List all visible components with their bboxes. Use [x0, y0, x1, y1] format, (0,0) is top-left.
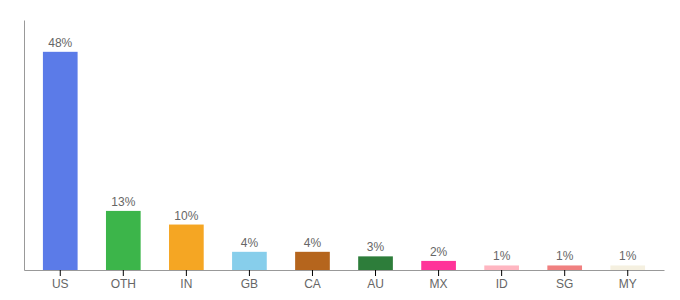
data-label: 48% — [48, 36, 72, 50]
x-tick-mark — [438, 270, 439, 276]
x-tick: GB — [241, 270, 258, 291]
x-tick-label: ID — [496, 277, 508, 291]
x-tick-mark — [375, 270, 376, 276]
x-tick-mark — [312, 270, 313, 276]
x-tick-label: IN — [180, 277, 192, 291]
x-tick-mark — [564, 270, 565, 276]
bar — [232, 252, 267, 270]
data-label: 2% — [430, 245, 448, 259]
bar — [484, 265, 519, 270]
data-label: 1% — [493, 249, 511, 263]
x-tick-label: GB — [241, 277, 258, 291]
x-tick-mark — [501, 270, 502, 276]
x-axis-line — [25, 270, 665, 271]
x-tick-mark — [60, 270, 61, 276]
x-tick-mark — [627, 270, 628, 276]
data-label: 1% — [619, 249, 637, 263]
plot: US OTH IN GB CA AU MX ID SG MY 48% 13% 10% 4% 4% 3% 2% 1%… — [25, 21, 665, 291]
x-tick-label: OTH — [111, 277, 136, 291]
bar — [421, 261, 456, 270]
x-tick: IN — [180, 270, 192, 291]
x-tick: MX — [430, 270, 448, 291]
x-tick: ID — [496, 270, 508, 291]
bar — [106, 211, 141, 270]
x-tick-label: CA — [304, 277, 321, 291]
x-tick-label: MY — [619, 277, 637, 291]
x-tick: SG — [556, 270, 573, 291]
x-tick-label: US — [52, 277, 69, 291]
x-tick: MY — [619, 270, 637, 291]
x-tick: OTH — [111, 270, 136, 291]
y-axis — [24, 21, 25, 271]
x-tick-label: SG — [556, 277, 573, 291]
x-tick: US — [52, 270, 69, 291]
x-tick-mark — [249, 270, 250, 276]
x-tick: AU — [367, 270, 384, 291]
data-label: 13% — [111, 195, 135, 209]
data-label: 4% — [304, 236, 322, 250]
x-tick-label: MX — [430, 277, 448, 291]
chart: US OTH IN GB CA AU MX ID SG MY 48% 13% 10% 4% 4% 3% 2% 1%… — [0, 0, 680, 300]
x-tick: CA — [304, 270, 321, 291]
bar — [169, 225, 204, 270]
bar — [358, 256, 393, 270]
data-label: 10% — [174, 209, 198, 223]
bars — [43, 52, 645, 270]
x-tick-mark — [186, 270, 187, 276]
x-tick-label: AU — [367, 277, 384, 291]
y-axis-line — [24, 21, 25, 271]
bar — [295, 252, 330, 270]
data-label: 1% — [556, 249, 574, 263]
data-label: 4% — [241, 236, 259, 250]
bar — [547, 265, 582, 270]
data-labels: 48% 13% 10% 4% 4% 3% 2% 1% 1% 1% — [48, 36, 637, 264]
bar — [610, 265, 645, 270]
bar — [43, 52, 78, 270]
data-label: 3% — [367, 240, 385, 254]
x-axis: US OTH IN GB CA AU MX ID SG MY — [25, 270, 665, 291]
x-tick-mark — [123, 270, 124, 276]
